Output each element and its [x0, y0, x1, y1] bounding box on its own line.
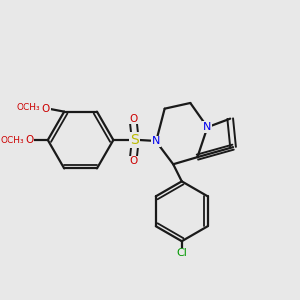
Text: Cl: Cl [176, 248, 187, 259]
Text: O: O [129, 114, 137, 124]
Text: O: O [25, 135, 33, 145]
Text: N: N [152, 136, 160, 146]
Text: S: S [130, 133, 139, 147]
Text: N: N [203, 122, 212, 132]
Text: OCH₃: OCH₃ [0, 136, 24, 146]
Text: OCH₃: OCH₃ [17, 103, 40, 112]
Text: O: O [41, 104, 50, 114]
Text: O: O [129, 156, 137, 167]
